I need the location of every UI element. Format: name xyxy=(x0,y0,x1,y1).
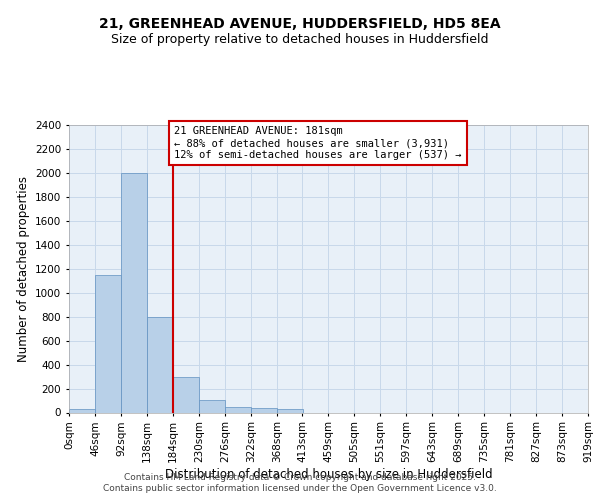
X-axis label: Distribution of detached houses by size in Huddersfield: Distribution of detached houses by size … xyxy=(164,468,493,481)
Bar xyxy=(251,408,277,412)
Bar xyxy=(173,376,199,412)
Text: 21, GREENHEAD AVENUE, HUDDERSFIELD, HD5 8EA: 21, GREENHEAD AVENUE, HUDDERSFIELD, HD5 … xyxy=(99,18,501,32)
Bar xyxy=(277,409,303,412)
Bar xyxy=(147,316,173,412)
Bar xyxy=(95,274,121,412)
Text: Contains public sector information licensed under the Open Government Licence v3: Contains public sector information licen… xyxy=(103,484,497,493)
Bar xyxy=(69,409,95,412)
Text: 21 GREENHEAD AVENUE: 181sqm
← 88% of detached houses are smaller (3,931)
12% of : 21 GREENHEAD AVENUE: 181sqm ← 88% of det… xyxy=(174,126,461,160)
Text: Contains HM Land Registry data © Crown copyright and database right 2025.: Contains HM Land Registry data © Crown c… xyxy=(124,472,476,482)
Y-axis label: Number of detached properties: Number of detached properties xyxy=(17,176,29,362)
Bar xyxy=(199,400,225,412)
Text: Size of property relative to detached houses in Huddersfield: Size of property relative to detached ho… xyxy=(111,32,489,46)
Bar xyxy=(225,407,251,412)
Bar xyxy=(121,173,147,412)
